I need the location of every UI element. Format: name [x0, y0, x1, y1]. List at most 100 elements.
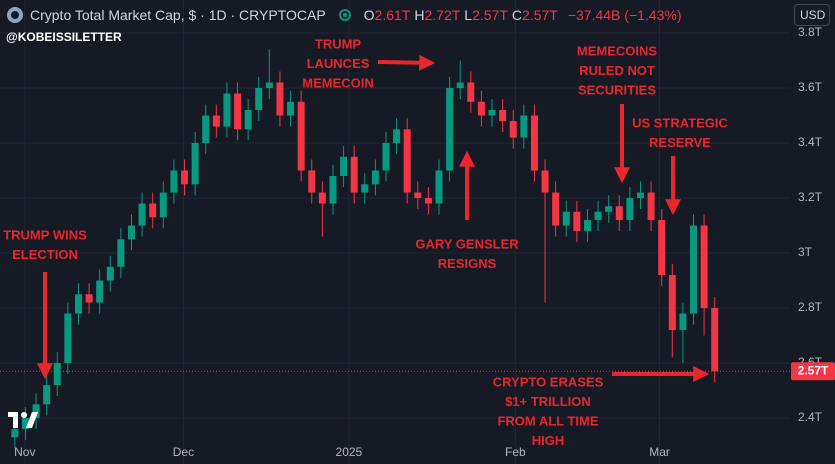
candle-body	[626, 198, 634, 221]
candle-body	[679, 313, 687, 331]
candle-body	[244, 110, 252, 130]
candle-body	[520, 115, 528, 138]
candle-body	[308, 170, 316, 193]
candle-body	[456, 82, 464, 89]
ohlc-value: 2.61T	[374, 7, 411, 23]
arrow	[377, 54, 436, 71]
candle-body	[509, 121, 517, 138]
candle-body	[371, 170, 379, 185]
candle-body	[96, 280, 104, 303]
candle-body	[467, 82, 475, 102]
arrows	[37, 54, 710, 382]
candle-body	[265, 82, 273, 89]
candle-body	[424, 198, 432, 204]
annotation: TRUMP	[315, 36, 362, 51]
annotation: MEMECOINS	[577, 43, 658, 58]
candle-body	[435, 170, 443, 204]
annotation: RESIGNS	[438, 256, 497, 271]
candle-body	[43, 385, 51, 405]
candle-body	[583, 220, 591, 232]
candle-body	[74, 294, 82, 314]
change: −37.44B (−1.43%)	[567, 7, 682, 23]
candle-body	[530, 115, 538, 171]
annotation: US STRATEGIC	[632, 115, 728, 130]
candle-body	[647, 192, 655, 221]
handle: @KOBEISSILETTER	[6, 30, 122, 44]
candle-body	[382, 143, 390, 171]
y-tick-label: 2.4T	[798, 410, 823, 424]
candle-body	[212, 115, 220, 127]
candle-body	[234, 93, 242, 130]
ohlc-key: O	[363, 7, 375, 23]
candle-body	[711, 308, 719, 372]
annotation: ELECTION	[12, 247, 78, 262]
candle-body	[477, 101, 485, 116]
x-tick-label: Dec	[173, 445, 194, 459]
ohlc-key: H	[414, 7, 425, 23]
candle-body	[541, 170, 549, 193]
candle-body	[340, 156, 348, 177]
ohlc-value: 2.72T	[424, 7, 461, 23]
last-price-label: 2.57T	[798, 363, 829, 377]
candle-body	[297, 101, 305, 171]
ohlc: O2.61T H2.72T L2.57T C2.57T	[364, 7, 562, 23]
x-tick-label: Mar	[649, 445, 670, 459]
candle-body	[191, 143, 199, 185]
candle-body	[562, 211, 570, 226]
candle-body	[499, 110, 507, 122]
candle-body	[552, 192, 560, 226]
candle-body	[403, 129, 411, 193]
currency-button[interactable]: USD	[794, 4, 830, 26]
annotation: RESERVE	[649, 135, 711, 150]
y-tick-label: 3T	[798, 245, 813, 259]
x-tick-label: Feb	[505, 445, 526, 459]
candle-body	[318, 192, 326, 204]
annotation: HIGH	[532, 433, 565, 448]
y-tick-label: 3.2T	[798, 190, 823, 204]
last-price-tag	[791, 362, 835, 381]
candle-body	[276, 82, 284, 116]
candle-body	[170, 170, 178, 193]
candle-body	[223, 93, 231, 127]
candle-body	[446, 88, 454, 171]
ohlc-value: 2.57T	[472, 7, 508, 23]
symbol-icon	[7, 7, 23, 23]
annotation: GARY GENSLER	[415, 236, 519, 251]
price-axis	[790, 0, 835, 464]
annotation: CRYPTO ERASES	[493, 374, 604, 389]
candle-body	[287, 101, 295, 116]
candle-body	[488, 110, 496, 116]
candle-body	[202, 115, 210, 144]
candle-body	[149, 203, 157, 218]
tv-logo	[8, 412, 38, 428]
candle-body	[594, 211, 602, 221]
annotation: SECURITIES	[578, 82, 656, 97]
candle-body	[85, 294, 93, 303]
candle-body	[106, 266, 114, 281]
candle-body	[393, 129, 401, 144]
annotation: MEMECOIN	[302, 75, 374, 90]
candle-body	[181, 170, 189, 185]
header: Crypto Total Market Cap, $ · 1D · CRYPTO…	[6, 6, 685, 24]
candle-body	[658, 220, 666, 276]
y-tick-label: 2.8T	[798, 300, 823, 314]
candle-body	[32, 404, 40, 419]
symbol-title: Crypto Total Market Cap, $ · 1D · CRYPTO…	[30, 7, 326, 23]
annotation: TRUMP WINS	[3, 227, 87, 242]
annotation: LAUNCES	[307, 56, 370, 71]
candle-body	[573, 211, 581, 232]
candle-body	[127, 225, 135, 240]
ohlc-key: C	[511, 7, 523, 23]
candle-body	[159, 192, 167, 218]
candle-body	[11, 429, 19, 438]
x-tick-label: Nov	[14, 445, 35, 459]
candle-body	[668, 275, 676, 331]
candle-body	[700, 225, 708, 309]
candle-body	[690, 225, 698, 314]
candle-body	[255, 88, 263, 111]
annotation: $1+ TRILLION	[505, 394, 591, 409]
candle-body	[138, 203, 146, 226]
candle-body	[615, 206, 623, 221]
